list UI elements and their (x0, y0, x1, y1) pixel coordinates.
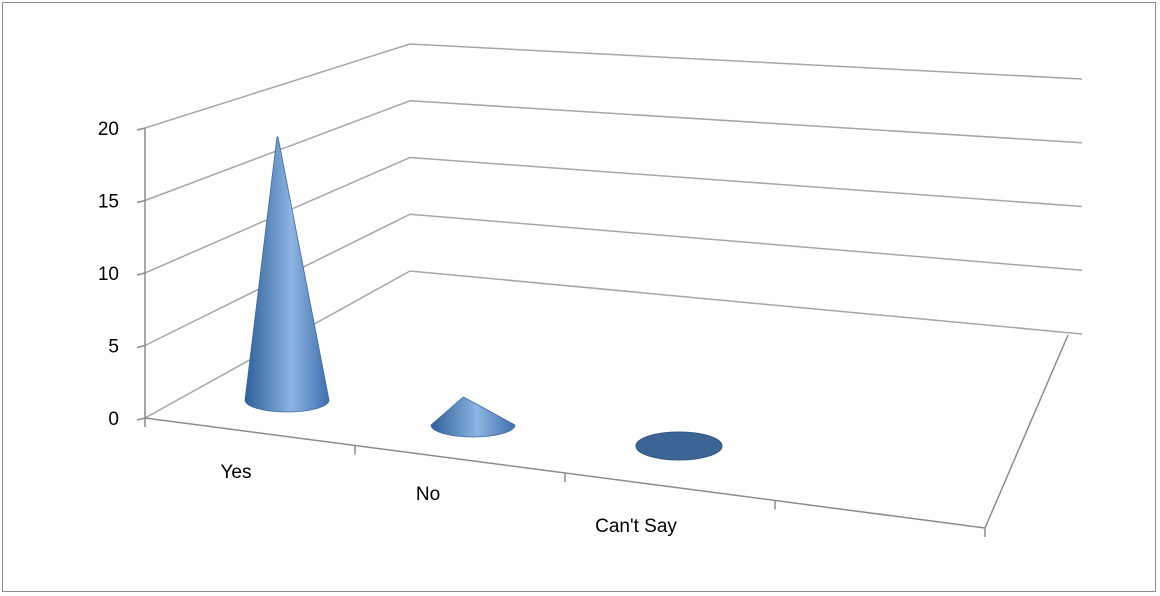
x-category-label: No (416, 484, 440, 505)
floor-right-edge (985, 335, 1068, 528)
y-axis-tick (137, 128, 145, 130)
data-marks (245, 137, 722, 460)
cone-0 (245, 137, 329, 412)
cone-2 (636, 432, 722, 460)
y-axis-tick (137, 273, 145, 275)
x-category-label: Can't Say (595, 516, 677, 537)
y-axis-tick (137, 201, 145, 203)
y-tick-label: 0 (108, 409, 119, 430)
gridline (145, 44, 1082, 128)
y-tick-label: 20 (98, 119, 119, 140)
cone-1 (431, 397, 515, 437)
y-axis-tick (137, 346, 145, 348)
y-tick-label: 5 (108, 337, 119, 358)
y-tick-label: 10 (98, 264, 119, 285)
x-category-label: Yes (221, 462, 252, 483)
y-tick-label: 15 (98, 192, 119, 213)
labels: 0 5 10 15 20 Yes No Can't Say (98, 119, 678, 537)
y-axis-tick (137, 418, 145, 420)
